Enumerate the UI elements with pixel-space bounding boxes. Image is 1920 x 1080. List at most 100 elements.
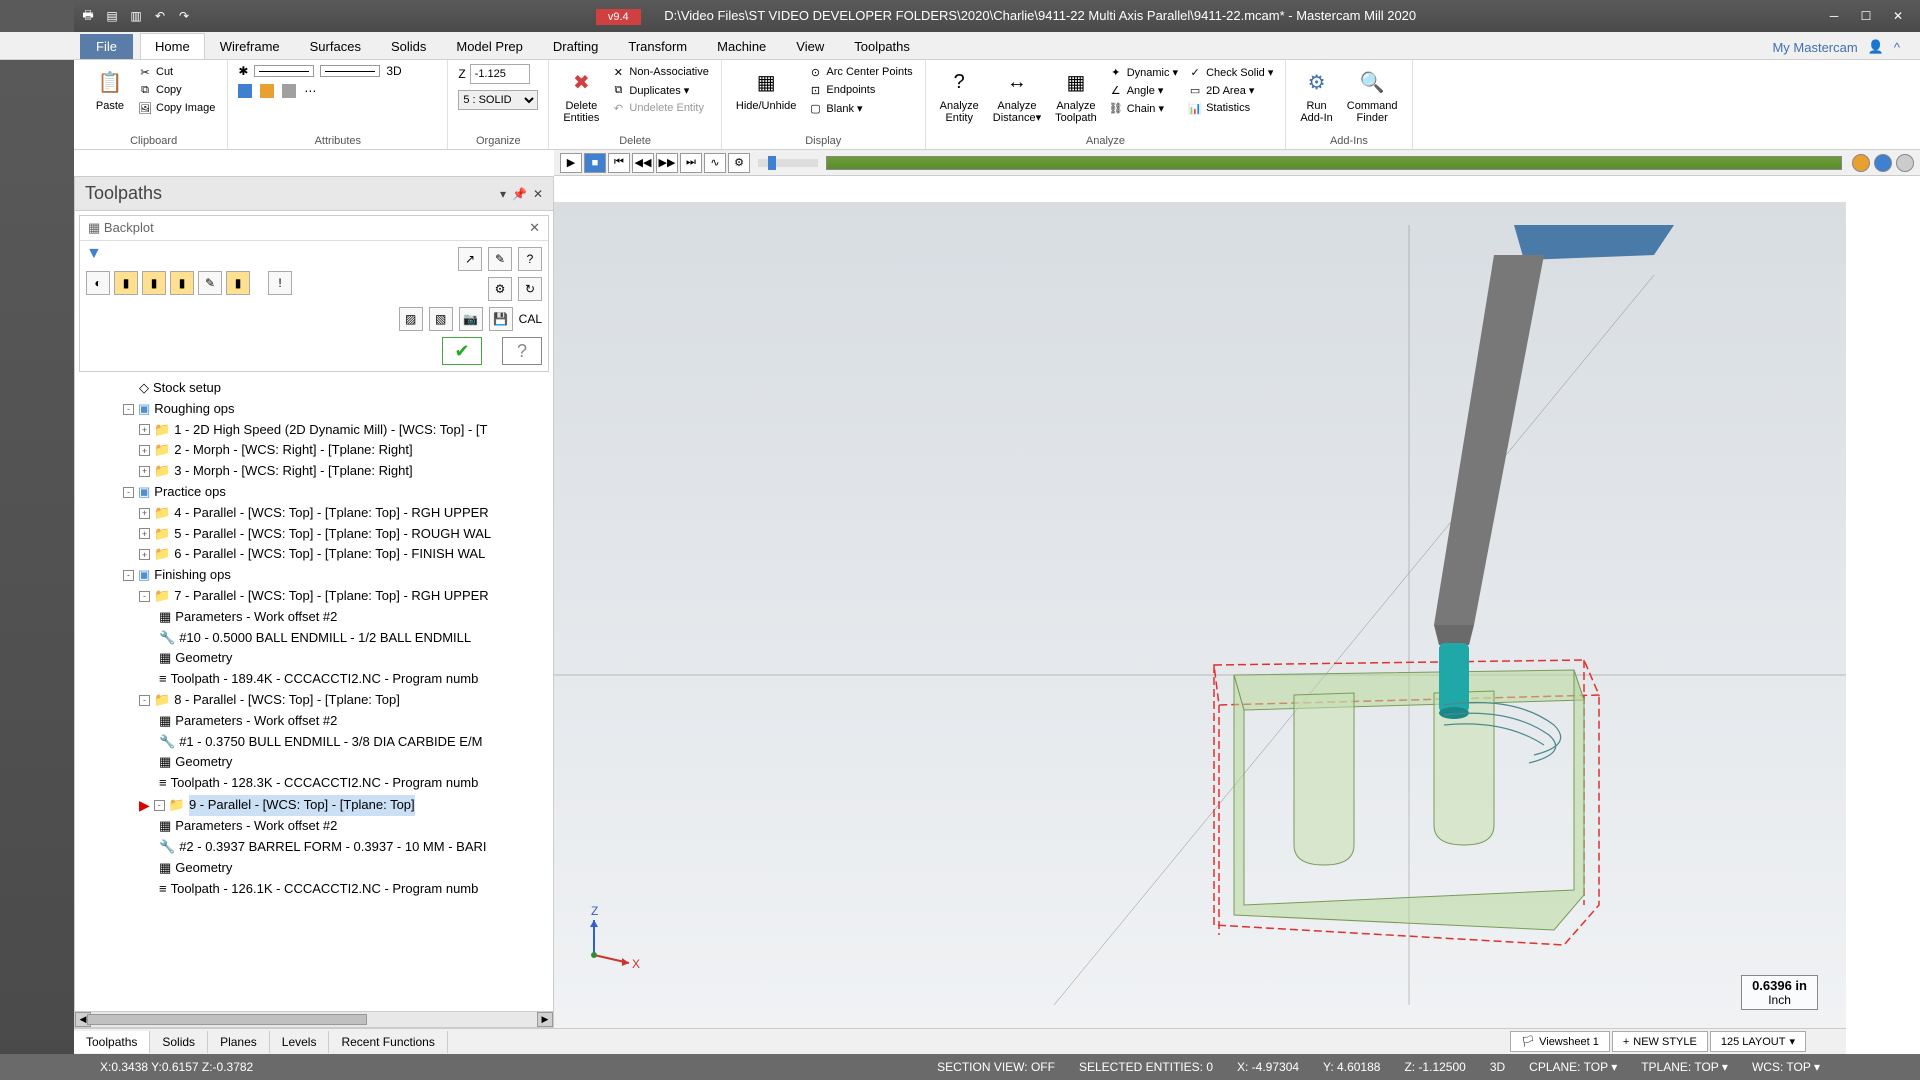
tab-surfaces[interactable]: Surfaces <box>295 33 376 59</box>
cut-button[interactable]: ✂Cut <box>136 64 217 80</box>
bp-camera[interactable]: 📷 <box>459 307 483 331</box>
close-button[interactable]: ✕ <box>1884 6 1912 26</box>
stack-icon[interactable]: ▥ <box>128 8 144 24</box>
bp-side-1[interactable]: ↗ <box>458 247 482 271</box>
settings-button[interactable]: ⚙ <box>728 153 750 173</box>
tab-modelprep[interactable]: Model Prep <box>441 33 537 59</box>
bp-tool-5[interactable]: ✎ <box>198 271 222 295</box>
scroll-thumb[interactable] <box>87 1014 367 1025</box>
tree-item[interactable]: ≡Toolpath - 126.1K - CCCACCTI2.NC - Prog… <box>79 879 549 900</box>
expand-all-icon[interactable]: ▼ <box>86 245 102 263</box>
tree-item[interactable]: ≡Toolpath - 128.3K - CCCACCTI2.NC - Prog… <box>79 773 549 794</box>
paste-button[interactable]: 📋 Paste <box>90 64 130 114</box>
arc-centers-button[interactable]: ⊙Arc Center Points <box>806 64 914 80</box>
bp-tool-1[interactable]: ◐ <box>86 271 110 295</box>
tab-transform[interactable]: Transform <box>613 33 702 59</box>
color-swatch[interactable] <box>238 84 252 98</box>
analyze-entity-button[interactable]: ?Analyze Entity <box>936 64 983 126</box>
blank-button[interactable]: ▢Blank ▾ <box>806 100 914 116</box>
undo-icon[interactable]: ↶ <box>152 8 168 24</box>
scroll-right-icon[interactable]: ▶ <box>537 1012 553 1027</box>
endpoints-button[interactable]: ⊡Endpoints <box>806 82 914 98</box>
undelete-button[interactable]: ↶Undelete Entity <box>609 100 710 116</box>
analyze-toolpath-button[interactable]: ▦Analyze Toolpath <box>1051 64 1101 126</box>
bp-tool-7[interactable]: ! <box>268 271 292 295</box>
bp-save[interactable]: 💾 <box>489 307 513 331</box>
panel-pin-icon[interactable]: 📌 <box>512 187 527 201</box>
speed-slider[interactable] <box>758 159 818 167</box>
status-tplane[interactable]: TPLANE: TOP ▾ <box>1641 1060 1728 1074</box>
ok-button[interactable]: ✔ <box>442 337 482 365</box>
step-fwd-button[interactable]: ▶▶ <box>656 153 678 173</box>
bp-hatch-2[interactable]: ▧ <box>429 307 453 331</box>
copy-button[interactable]: ⧉Copy <box>136 82 217 98</box>
progress-bar[interactable] <box>826 156 1842 170</box>
tab-drafting[interactable]: Drafting <box>538 33 614 59</box>
btab-recent[interactable]: Recent Functions <box>329 1031 447 1053</box>
btab-planes[interactable]: Planes <box>208 1031 270 1053</box>
minimize-button[interactable]: ─ <box>1820 6 1848 26</box>
tree-item[interactable]: -📁8 - Parallel - [WCS: Top] - [Tplane: T… <box>79 690 549 711</box>
trace-button[interactable]: ∿ <box>704 153 726 173</box>
btab-solids[interactable]: Solids <box>150 1031 208 1053</box>
copy-image-button[interactable]: 🖼Copy Image <box>136 100 217 116</box>
hide-unhide-button[interactable]: ▦ Hide/Unhide <box>732 64 801 114</box>
tree-item[interactable]: -▣Finishing ops <box>79 565 549 586</box>
tree-item[interactable]: -📁7 - Parallel - [WCS: Top] - [Tplane: T… <box>79 586 549 607</box>
command-finder-button[interactable]: 🔍Command Finder <box>1343 64 1402 126</box>
collapse-ribbon-icon[interactable]: ^ <box>1894 40 1900 55</box>
chevron-down-icon[interactable]: ▾ <box>1789 1035 1795 1048</box>
tree-item[interactable]: ▦Geometry <box>79 648 549 669</box>
tab-wireframe[interactable]: Wireframe <box>205 33 295 59</box>
panel-dropdown-icon[interactable]: ▾ <box>500 187 506 201</box>
rewind-button[interactable]: ⏮ <box>608 153 630 173</box>
step-back-button[interactable]: ◀◀ <box>632 153 654 173</box>
help-indicator[interactable] <box>1896 154 1914 172</box>
bp-tool-6[interactable]: ▮ <box>226 271 250 295</box>
status-mode[interactable]: 3D <box>1490 1060 1505 1074</box>
status-wcs[interactable]: WCS: TOP ▾ <box>1752 1060 1820 1074</box>
viewport[interactable]: Z X 0.6396 in Inch <box>554 202 1846 1028</box>
line-weight-select[interactable] <box>320 65 380 77</box>
maximize-button[interactable]: ☐ <box>1852 6 1880 26</box>
duplicates-button[interactable]: ⧉Duplicates ▾ <box>609 82 710 98</box>
tree-item[interactable]: +📁2 - Morph - [WCS: Right] - [Tplane: Ri… <box>79 440 549 461</box>
tree-item[interactable]: +📁3 - Morph - [WCS: Right] - [Tplane: Ri… <box>79 461 549 482</box>
bp-tool-2[interactable]: ▮ <box>114 271 138 295</box>
color-swatch-b[interactable] <box>260 84 274 98</box>
tree-item[interactable]: -▣Practice ops <box>79 482 549 503</box>
analyze-distance-button[interactable]: ↔Analyze Distance▾ <box>989 64 1045 126</box>
tree-item[interactable]: ▦Parameters - Work offset #2 <box>79 711 549 732</box>
tree-item[interactable]: ▦Geometry <box>79 858 549 879</box>
status-cplane[interactable]: CPLANE: TOP ▾ <box>1529 1060 1617 1074</box>
stats-button[interactable]: 📊Statistics <box>1186 100 1275 116</box>
file-tab[interactable]: File <box>80 34 133 59</box>
tree-item[interactable]: 🔧#2 - 0.3937 BARREL FORM - 0.3937 - 10 M… <box>79 837 549 858</box>
tree-item[interactable]: ≡Toolpath - 189.4K - CCCACCTI2.NC - Prog… <box>79 669 549 690</box>
run-addin-button[interactable]: ⚙Run Add-In <box>1296 64 1336 126</box>
tree-item[interactable]: ▦Geometry <box>79 752 549 773</box>
tree-item[interactable]: +📁4 - Parallel - [WCS: Top] - [Tplane: T… <box>79 503 549 524</box>
chain-button[interactable]: ⛓Chain ▾ <box>1107 100 1180 116</box>
btab-levels[interactable]: Levels <box>270 1031 330 1053</box>
bp-side-3[interactable]: ? <box>518 247 542 271</box>
check-solid-button[interactable]: ✓Check Solid ▾ <box>1186 64 1275 80</box>
bp-side-4[interactable]: ⚙ <box>488 277 512 301</box>
help-button[interactable]: ? <box>502 337 542 365</box>
warn-indicator[interactable] <box>1852 154 1870 172</box>
stop-button[interactable]: ■ <box>584 153 606 173</box>
backplot-close-icon[interactable]: ✕ <box>529 220 540 236</box>
tab-machine[interactable]: Machine <box>702 33 781 59</box>
solid-select[interactable]: 5 : SOLID <box>458 90 538 110</box>
non-associative-button[interactable]: ✕Non-Associative <box>609 64 710 80</box>
color-swatch-c[interactable] <box>282 84 296 98</box>
tab-toolpaths[interactable]: Toolpaths <box>839 33 925 59</box>
end-button[interactable]: ⏭ <box>680 153 702 173</box>
tree-item[interactable]: ▦Parameters - Work offset #2 <box>79 607 549 628</box>
delete-entities-button[interactable]: ✖ Delete Entities <box>559 64 603 126</box>
angle-button[interactable]: ∠Angle ▾ <box>1107 82 1180 98</box>
tree-item[interactable]: 🔧#10 - 0.5000 BALL ENDMILL - 1/2 BALL EN… <box>79 628 549 649</box>
area-button[interactable]: ▭2D Area ▾ <box>1186 82 1275 98</box>
tree-item[interactable]: ◇Stock setup <box>79 378 549 399</box>
info-indicator[interactable] <box>1874 154 1892 172</box>
